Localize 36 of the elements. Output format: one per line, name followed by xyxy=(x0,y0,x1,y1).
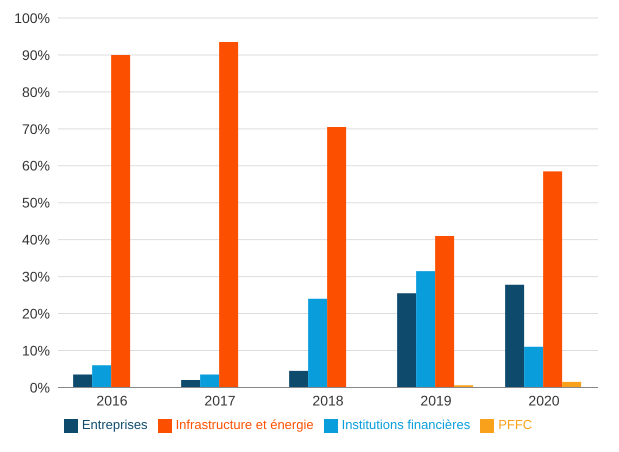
x-tick-label: 2019 xyxy=(420,392,452,408)
y-tick-label: 60% xyxy=(22,158,50,174)
bar xyxy=(73,374,92,388)
legend-label: Entreprises xyxy=(82,417,148,432)
legend-label: Institutions financières xyxy=(342,417,470,432)
y-tick-label: 70% xyxy=(22,120,50,137)
bar xyxy=(200,374,220,388)
x-tick-label: 2016 xyxy=(96,392,128,408)
bar xyxy=(562,382,582,388)
y-tick-label: 20% xyxy=(22,306,50,322)
bar xyxy=(181,380,200,388)
y-tick-label: 30% xyxy=(22,268,50,285)
y-tick-label: 40% xyxy=(22,232,50,248)
y-tick-label: 0% xyxy=(30,379,50,396)
bar xyxy=(416,271,436,388)
bar xyxy=(435,236,454,388)
y-tick-label: 10% xyxy=(22,342,50,358)
y-tick-label: 50% xyxy=(22,194,50,211)
bar xyxy=(543,171,562,388)
legend-label: Infrastructure et énergie xyxy=(176,417,314,432)
bar xyxy=(219,42,238,388)
y-tick-label: 90% xyxy=(22,46,50,63)
y-tick-label: 80% xyxy=(22,84,50,100)
bar xyxy=(397,293,416,388)
bar xyxy=(111,54,130,388)
x-tick-label: 2017 xyxy=(204,392,236,408)
y-tick-label: 100% xyxy=(14,10,50,26)
legend-label: PFFC xyxy=(498,417,532,432)
x-tick-label: 2018 xyxy=(312,392,344,408)
bar xyxy=(524,346,544,388)
bar xyxy=(308,298,328,388)
bar xyxy=(92,365,112,388)
bar xyxy=(289,370,308,388)
bar xyxy=(327,126,346,388)
bar xyxy=(505,284,524,388)
x-tick-label: 2020 xyxy=(528,392,560,408)
